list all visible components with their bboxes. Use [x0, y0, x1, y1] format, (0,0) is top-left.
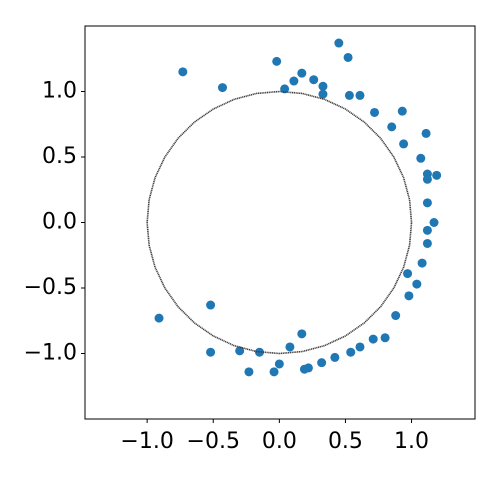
scatter-point — [297, 329, 307, 339]
scatter-point — [380, 333, 390, 343]
scatter-point — [344, 90, 354, 100]
x-tick-label: 1.0 — [394, 429, 429, 454]
y-tick-label: 0.0 — [42, 210, 77, 235]
scatter-point — [368, 334, 378, 344]
x-tick-label: −1.0 — [120, 429, 173, 454]
scatter-point — [391, 311, 401, 321]
scatter-point — [417, 258, 427, 268]
scatter-point — [355, 90, 365, 100]
scatter-point — [217, 83, 227, 93]
scatter-point — [429, 218, 439, 227]
scatter-point — [318, 89, 328, 99]
scatter-point — [387, 122, 397, 132]
scatter-point — [412, 279, 422, 289]
circle-line — [146, 90, 413, 355]
scatter-point — [422, 174, 432, 184]
scatter-point — [343, 52, 353, 62]
scatter-point — [422, 198, 432, 208]
y-tick-label: 1.0 — [42, 79, 77, 104]
scatter-point — [422, 225, 432, 235]
scatter-point — [416, 153, 426, 163]
scatter-point — [285, 342, 295, 352]
scatter-point — [404, 291, 414, 301]
scatter-point — [178, 67, 188, 77]
scatter-point — [355, 342, 365, 352]
scatter-point — [403, 269, 413, 279]
scatter-point — [318, 81, 328, 91]
scatter-point — [370, 107, 380, 117]
scatter-point — [235, 346, 245, 356]
scatter-point — [330, 352, 340, 362]
scatter-point — [299, 364, 309, 374]
y-tick-label: −0.5 — [24, 275, 77, 300]
scatter-point — [334, 38, 344, 48]
y-tick-label: 0.5 — [42, 144, 77, 169]
scatter-point — [269, 367, 279, 377]
scatter-point — [346, 347, 356, 357]
scatter-point — [244, 367, 254, 377]
scatter-point — [206, 347, 216, 357]
x-tick-label: 0.5 — [328, 429, 363, 454]
scatter-point — [422, 238, 432, 248]
x-tick-label: −0.5 — [187, 429, 240, 454]
x-tick-label: 0.0 — [262, 429, 297, 454]
scatter-point — [317, 358, 327, 368]
scatter-point — [432, 170, 442, 180]
scatter-point — [399, 139, 409, 149]
scatter-point — [154, 313, 164, 323]
scatter-point — [206, 300, 216, 310]
scatter-point — [272, 56, 282, 66]
scatter-point — [297, 68, 307, 78]
y-tick-label: −1.0 — [24, 341, 77, 366]
scatter-point — [289, 76, 299, 86]
scatter-point — [274, 359, 284, 369]
scatter-point — [421, 128, 431, 138]
scatter-point — [309, 75, 319, 85]
scatter-point — [397, 106, 407, 116]
